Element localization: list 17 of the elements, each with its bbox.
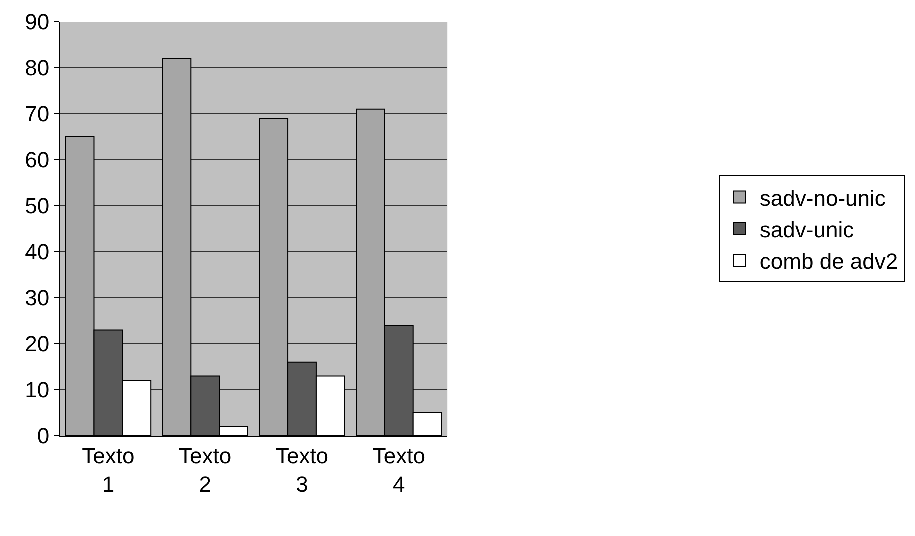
y-tick-label: 50 <box>25 194 50 219</box>
y-tick-label: 60 <box>25 148 50 173</box>
y-tick-label: 0 <box>37 424 50 449</box>
y-tick-label: 70 <box>25 102 50 127</box>
legend-label: sadv-no-unic <box>760 186 886 211</box>
x-tick-label: Texto 2 <box>179 443 232 497</box>
x-tick-label: Texto 4 <box>372 443 426 497</box>
y-tick-label: 10 <box>25 378 50 403</box>
y-tick-label: 90 <box>25 10 50 35</box>
legend-label: comb de adv2 <box>760 249 898 274</box>
x-tick-label: Texto 1 <box>82 443 135 497</box>
x-tick-label: Texto 3 <box>276 443 329 497</box>
y-tick-label: 80 <box>25 56 50 81</box>
y-tick-label: 30 <box>25 286 50 311</box>
legend-label: sadv-unic <box>760 217 854 242</box>
y-tick-label: 20 <box>25 332 50 357</box>
y-tick-label: 40 <box>25 240 50 265</box>
